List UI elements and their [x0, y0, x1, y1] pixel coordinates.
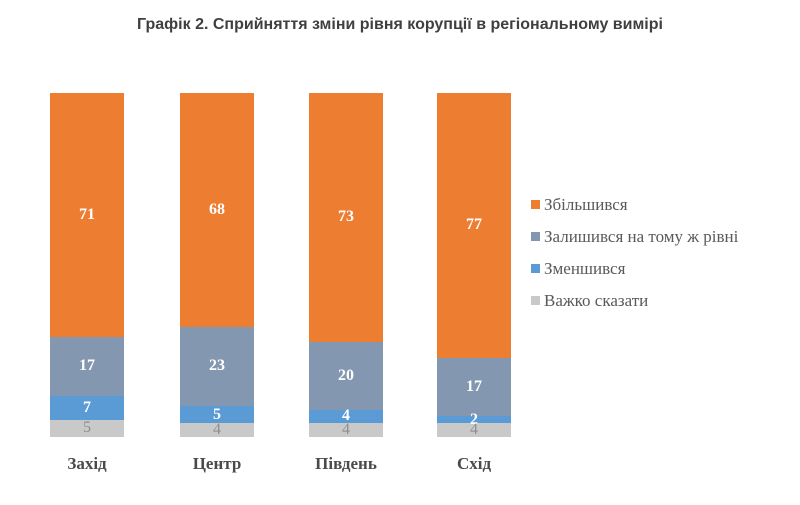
- bar-3: 73 20 4 4: [309, 93, 383, 439]
- legend-label: Збільшився: [544, 194, 628, 214]
- plot-area: 71 17 7 5 Захід 68 23 5 4 Центр 73 20 4 4 Південь 77 17 2…: [0, 93, 800, 493]
- category-label: Захід: [67, 454, 107, 473]
- bar-segment: 4: [309, 407, 383, 425]
- bar-segment: 20: [309, 341, 383, 410]
- chart-title: Графік 2. Сприйняття зміни рівня корупці…: [137, 16, 663, 33]
- bar-segment: 5: [50, 419, 124, 437]
- legend-label: Важко сказати: [544, 290, 649, 310]
- bar-segment-value: 4: [342, 407, 350, 425]
- bar-segment-value: 4: [342, 421, 350, 439]
- bar-segment: 73: [309, 93, 383, 342]
- bar-segment-value: 20: [338, 366, 354, 384]
- bar-segment: 4: [180, 421, 254, 439]
- bar-segment-value: 77: [466, 216, 482, 234]
- legend-swatch-icon: [531, 232, 540, 241]
- bar-segment-value: 17: [79, 357, 95, 375]
- legend: Збільшився Залишився на тому ж рівні Зменш…: [531, 195, 738, 323]
- legend-item: Залишився на тому ж рівні: [531, 227, 738, 246]
- legend-item: Важко сказати: [531, 291, 738, 310]
- category-label: Схід: [456, 454, 492, 473]
- category-label: Центр: [192, 454, 242, 473]
- bar-segment-value: 5: [83, 419, 91, 437]
- bar-segment-value: 4: [470, 421, 478, 439]
- bar-segment: 17: [437, 357, 511, 417]
- bar-segment: 2: [437, 411, 511, 427]
- bar-segment: 7: [50, 395, 124, 420]
- legend-swatch-icon: [531, 296, 540, 305]
- bar-segment-value: 17: [466, 378, 482, 396]
- legend-swatch-icon: [531, 200, 540, 209]
- bar-segment: 4: [309, 421, 383, 439]
- legend-label: Залишився на тому ж рівні: [544, 226, 739, 246]
- bar-segment-value: 4: [213, 421, 221, 439]
- bar-segment-value: 71: [79, 206, 95, 224]
- bar-segment-value: 7: [83, 398, 91, 416]
- bar-segment: 71: [50, 93, 124, 338]
- bar-segment-value: 5: [213, 405, 221, 423]
- bar-segment: 5: [180, 405, 254, 424]
- bar-segment: 23: [180, 326, 254, 406]
- bar-2: 68 23 5 4: [180, 93, 254, 439]
- legend-item: Зменшився: [531, 259, 738, 278]
- bar-segment: 17: [50, 337, 124, 396]
- bar-segment-value: 2: [470, 410, 478, 428]
- bar-segment: 4: [437, 421, 511, 439]
- bar-segment: 77: [437, 93, 511, 358]
- bar-1: 71 17 7 5: [50, 93, 124, 437]
- bar-segment: 68: [180, 93, 254, 327]
- bar-4: 77 17 2 4: [437, 93, 511, 439]
- bar-segment-value: 23: [209, 357, 225, 375]
- legend-label: Зменшився: [544, 258, 626, 278]
- legend-swatch-icon: [531, 264, 540, 273]
- category-label: Південь: [315, 454, 377, 473]
- legend-item: Збільшився: [531, 195, 738, 214]
- bar-segment-value: 68: [209, 200, 225, 218]
- bar-segment-value: 73: [338, 208, 354, 226]
